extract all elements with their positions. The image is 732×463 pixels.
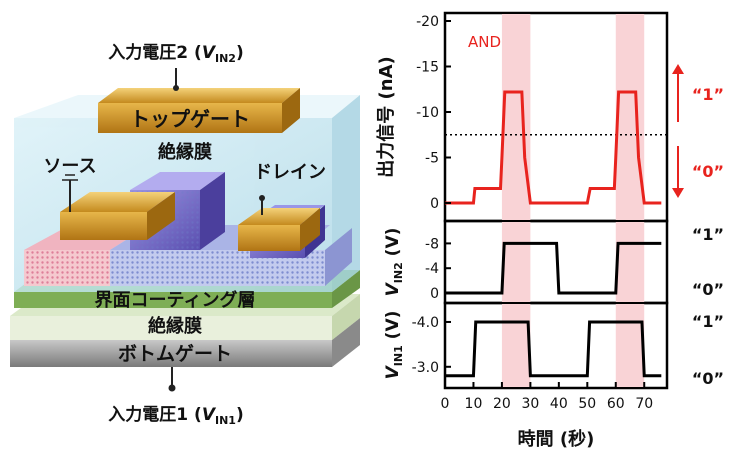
series-vin2 xyxy=(445,241,662,295)
y-tick-label: -8 xyxy=(425,236,439,252)
output-state-0: “0” xyxy=(692,162,724,181)
input2-label: 入力電圧2 (VIN2) xyxy=(108,42,243,65)
series-output-current xyxy=(445,90,662,205)
state-arrow-0 xyxy=(672,146,684,198)
drain-label: ドレイン xyxy=(254,162,326,183)
top-gate-electrode xyxy=(98,68,300,133)
interface-coating-label: 界面コーティング層 xyxy=(95,289,256,311)
vin1-y-axis-label: VIN1 (V) xyxy=(383,311,405,380)
chart-title-and: AND xyxy=(468,33,501,51)
vin2-y-axis-label: VIN2 (V) xyxy=(383,228,405,297)
y-tick-label: -4.0 xyxy=(412,315,439,331)
y-tick-label: -15 xyxy=(416,60,439,76)
shade-region-1 xyxy=(615,14,645,220)
insulator-bottom-label: 絶縁膜 xyxy=(148,315,202,337)
source-label: ソース xyxy=(43,156,96,177)
x-tick-label: 20 xyxy=(493,396,511,412)
y-tick-label: -3.0 xyxy=(412,360,439,376)
output-y-axis-label: 出力信号 (nA) xyxy=(375,56,397,177)
output-shaded-regions xyxy=(501,14,645,220)
insulator-top-label: 絶縁膜 xyxy=(158,141,212,163)
output-state-1: “1” xyxy=(692,85,724,104)
state-arrow-1 xyxy=(672,64,684,122)
x-tick-label: 10 xyxy=(465,396,483,412)
y-tick-label: 0 xyxy=(430,196,439,212)
vin1-state-1: “1” xyxy=(692,312,724,331)
y-tick-label: -4 xyxy=(425,261,439,277)
shade-region-1 xyxy=(615,304,645,387)
input1-label: 入力電圧1 (VIN1) xyxy=(108,404,243,427)
y-tick-label: 0 xyxy=(430,286,439,302)
drain-electrode xyxy=(238,195,320,251)
shade-region-0 xyxy=(501,14,531,220)
x-axis-ticks: 0 10 20 30 40 50 60 70 xyxy=(441,382,653,412)
vin2-y-ticks: -8 -4 0 xyxy=(425,236,451,302)
y-tick-label: -5 xyxy=(425,151,439,167)
vin2-shaded-regions xyxy=(501,222,645,302)
device-illustration: 入力電圧2 (VIN2) トップゲート 絶縁膜 ソース ドレイン 界面コーティン… xyxy=(10,42,360,427)
bottom-gate-lead xyxy=(168,367,176,392)
vin1-y-ticks: -4.0 -3.0 xyxy=(412,315,451,376)
x-tick-label: 0 xyxy=(441,396,450,412)
plots: -20 -15 -10 -5 0 AND 出力信号 (nA) “1” “0” -8 -4 0… xyxy=(375,11,724,450)
x-tick-label: 60 xyxy=(607,396,625,412)
output-y-ticks: -20 -15 -10 -5 0 xyxy=(416,14,451,212)
top-gate-label: トップゲート xyxy=(130,107,250,131)
series-vin1 xyxy=(445,320,662,378)
x-tick-label: 50 xyxy=(578,396,596,412)
shade-region-0 xyxy=(501,222,531,302)
source-electrode xyxy=(60,174,175,240)
x-tick-label: 70 xyxy=(635,396,653,412)
y-tick-label: -10 xyxy=(416,105,439,121)
vin1-state-0: “0” xyxy=(692,369,724,388)
bottom-gate-label: ボトムゲート xyxy=(118,343,232,365)
x-axis-label: 時間 (秒) xyxy=(518,428,595,450)
x-tick-label: 40 xyxy=(550,396,568,412)
vin1-shaded-regions xyxy=(501,304,645,387)
y-tick-label: -20 xyxy=(416,14,439,30)
shade-region-1 xyxy=(615,222,645,302)
x-tick-label: 30 xyxy=(521,396,539,412)
vin2-state-0: “0” xyxy=(692,280,724,299)
panel-vin1-frame xyxy=(443,301,669,390)
shade-region-0 xyxy=(501,304,531,387)
vin2-state-1: “1” xyxy=(692,225,724,244)
